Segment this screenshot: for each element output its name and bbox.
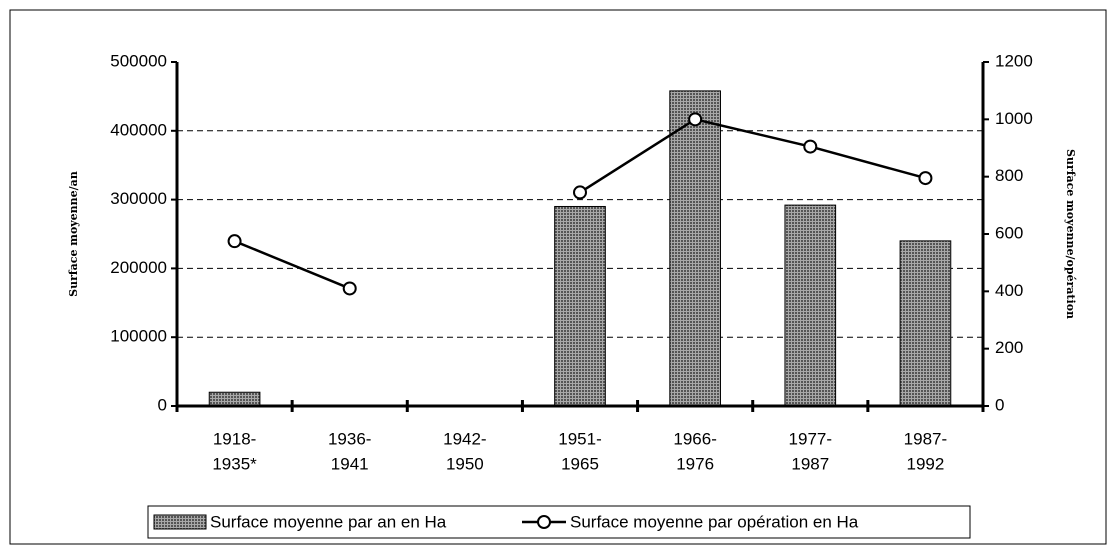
bar [208,391,261,407]
line [234,117,926,290]
legend-marker [537,515,551,529]
line-marker [342,281,357,296]
bar [669,90,721,407]
legend-box [147,505,971,539]
y-axis-title: Surface moyenne/an [67,171,80,297]
x-tick-label: 1942- [443,429,486,448]
x-tick-label: 1965 [561,454,599,473]
y-tick-label: 500000 [110,51,167,70]
line-marker [227,234,242,249]
legend-swatch [153,514,207,530]
y-tick-label: 100000 [110,327,167,346]
x-tick-label: 1918- [213,429,256,448]
y2-axis-title: Surface moyenne/opération [1064,149,1077,319]
y2-tick-label: 1200 [995,51,1033,70]
y-tick-label: 400000 [110,120,167,139]
x-tick-label: 1976 [676,454,714,473]
legend-label: Surface moyenne par opération en Ha [570,512,859,531]
x-tick-label: 1951- [558,429,601,448]
x-tick-label: 1987- [904,429,947,448]
x-tick-label: 1941 [331,454,369,473]
y2-tick-label: 600 [995,223,1023,242]
y-tick-label: 300000 [110,189,167,208]
line-marker [573,185,587,200]
x-tick-label: 1936- [328,429,371,448]
line-marker [918,171,933,186]
x-tick-label: 1935* [212,454,257,473]
y2-tick-label: 800 [995,166,1023,185]
y-tick-label: 0 [158,395,167,414]
y2-tick-label: 400 [995,281,1023,300]
legend-label: Surface moyenne par an en Ha [210,512,447,531]
bar [899,240,952,407]
x-tick-label: 1987 [791,454,829,473]
line-marker [688,112,703,127]
bar [554,205,606,407]
bar [784,204,837,407]
x-tick-label: 1950 [446,454,484,473]
y2-tick-label: 1000 [995,109,1033,128]
y-tick-label: 200000 [110,258,167,277]
y2-tick-label: 200 [995,338,1023,357]
chart-border [9,9,1107,545]
y2-tick-label: 0 [995,395,1004,414]
x-tick-label: 1966- [673,429,716,448]
x-tick-label: 1992 [907,454,945,473]
x-tick-label: 1977- [789,429,832,448]
line-marker [803,139,818,154]
